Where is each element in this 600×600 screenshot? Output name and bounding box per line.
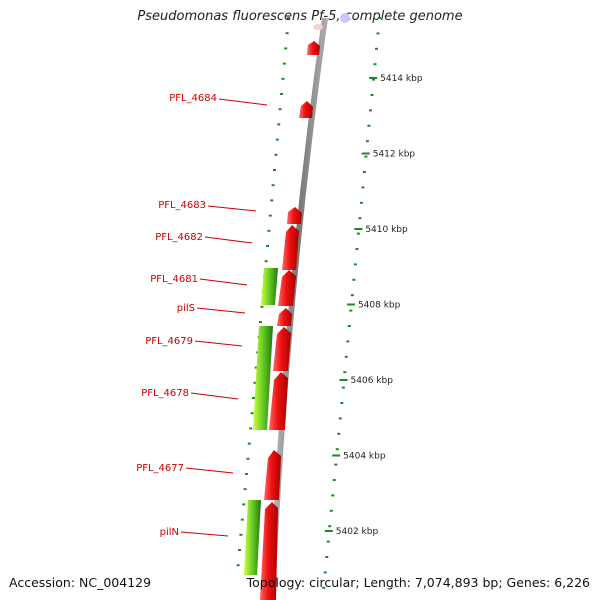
gene-label-pfl-4678: PFL_4678 bbox=[141, 388, 189, 399]
gene-label-pfl-4681: PFL_4681 bbox=[150, 274, 198, 285]
label-leader bbox=[180, 531, 229, 537]
label-leader bbox=[199, 278, 248, 286]
gene-arrow bbox=[273, 327, 291, 371]
scale-labels: 5414 kbp 5412 kbp 5410 kbp 5408 kbp 5406 kbp… bbox=[336, 74, 423, 537]
accession-text: Accession: NC_004129 bbox=[9, 575, 152, 590]
gene-block bbox=[244, 500, 261, 575]
scale-label: 5410 kbp bbox=[365, 225, 408, 235]
gene-label-pfl-4682: PFL_4682 bbox=[155, 232, 203, 243]
gene-arrow bbox=[269, 372, 288, 430]
label-leader bbox=[196, 307, 246, 314]
origin-marker bbox=[340, 13, 350, 23]
gene-label-pils: pilS bbox=[177, 303, 195, 314]
label-leader bbox=[218, 98, 268, 106]
scale-label: 5408 kbp bbox=[358, 301, 401, 311]
gene-arrow bbox=[299, 101, 313, 118]
scale-label: 5414 kbp bbox=[380, 74, 423, 84]
scale-label: 5406 kbp bbox=[351, 376, 394, 386]
gene-label-group: PFL_4684 PFL_4683 PFL_4682 PFL_4681 pilS… bbox=[136, 93, 268, 538]
gene-block bbox=[261, 268, 278, 305]
forward-genes bbox=[260, 41, 320, 600]
scale-label: 5404 kbp bbox=[343, 452, 386, 462]
label-leader bbox=[207, 205, 257, 212]
topology-text: Topology: circular; Length: 7,074,893 bp… bbox=[246, 575, 590, 590]
origin-marker-shadow bbox=[313, 24, 323, 30]
genome-title: Pseudomonas fluorescens Pf-5, complete g… bbox=[137, 9, 463, 24]
label-leader bbox=[204, 236, 253, 244]
gene-arrow bbox=[277, 308, 292, 326]
gene-arrow bbox=[307, 41, 320, 55]
gene-label-piln: pilN bbox=[160, 527, 179, 538]
tick-marks bbox=[236, 17, 381, 589]
gene-label-pfl-4677: PFL_4677 bbox=[136, 463, 184, 474]
gene-label-pfl-4683: PFL_4683 bbox=[158, 200, 206, 211]
scale-label: 5412 kbp bbox=[373, 150, 416, 160]
gene-label-pfl-4679: PFL_4679 bbox=[145, 336, 193, 347]
gene-arrow bbox=[260, 502, 278, 600]
feature-genes bbox=[244, 268, 278, 575]
gene-arrow bbox=[287, 207, 302, 224]
gene-block bbox=[253, 326, 273, 430]
genome-backbone bbox=[269, 17, 328, 600]
label-leader bbox=[185, 467, 234, 474]
label-leader bbox=[194, 340, 243, 347]
gene-arrow bbox=[282, 225, 299, 270]
gene-label-pfl-4684: PFL_4684 bbox=[169, 93, 217, 104]
gene-arrow bbox=[264, 450, 281, 500]
label-leader bbox=[190, 392, 239, 400]
scale-label: 5402 kbp bbox=[336, 527, 379, 537]
gene-arrow bbox=[278, 270, 296, 306]
